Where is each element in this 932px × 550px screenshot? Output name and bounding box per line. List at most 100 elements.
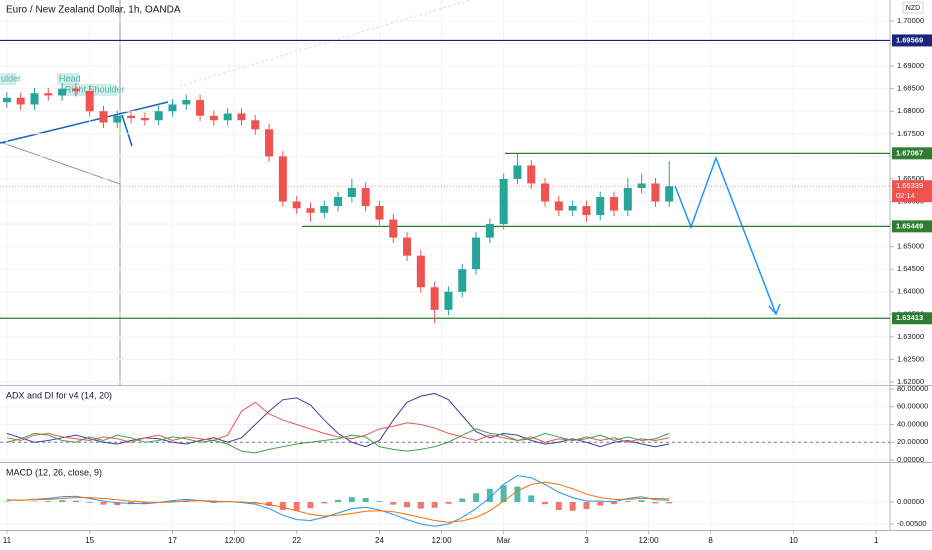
level-label-box [892, 312, 932, 325]
candle-body [596, 196, 605, 216]
histogram-bar [348, 497, 355, 503]
candle-body [430, 287, 439, 310]
x-tick-label: Mar [497, 536, 511, 545]
y-tick-label: 1.65000 [897, 242, 924, 251]
level-label-box [892, 34, 932, 47]
candle-body [541, 183, 550, 202]
x-tick-label: 15 [85, 536, 94, 545]
candle-body [85, 90, 94, 112]
indicator-line [6, 475, 670, 527]
histogram-bar [59, 500, 66, 503]
y-tick-label: 80.00000 [897, 384, 928, 393]
x-tick-label: 12:00 [432, 536, 453, 545]
candle-body [154, 111, 163, 121]
projection-arrow [768, 303, 781, 316]
candle-body [196, 99, 205, 116]
y-tick-label: 1.64000 [897, 287, 924, 296]
y-tick-label: 1.64500 [897, 264, 924, 273]
x-tick-label: 22 [292, 536, 301, 545]
histogram-bar [45, 501, 52, 503]
candle-body [568, 206, 577, 211]
candle-body [389, 219, 398, 238]
histogram-bar [542, 502, 549, 505]
y-tick-label: 1.62500 [897, 354, 924, 363]
label-box [57, 73, 79, 85]
candle-body [127, 115, 136, 119]
histogram-bar [335, 499, 342, 503]
trend-line [0, 141, 121, 185]
x-tick-label: 17 [168, 536, 177, 545]
candle-body [610, 196, 619, 211]
pattern-label: Right Shoulder [65, 84, 125, 94]
candle-body [16, 97, 25, 105]
histogram-bar [666, 502, 673, 504]
y-tick-label: 40.00000 [897, 419, 928, 428]
candle-body [2, 97, 11, 103]
level-label: 1.67067 [896, 148, 923, 157]
histogram-bar [597, 502, 604, 506]
candle-body [527, 165, 536, 184]
candle-body [44, 93, 53, 96]
x-tick-label: 10 [789, 536, 798, 545]
indicator-title: ADX and DI for v4 (14, 20) [6, 390, 112, 400]
candle-body [278, 156, 287, 202]
pattern-label: ulder [1, 73, 21, 83]
y-tick-label: 60.00000 [897, 402, 928, 411]
histogram-bar [86, 502, 93, 503]
histogram-bar [638, 500, 645, 503]
x-tick-label: 8 [708, 536, 713, 545]
currency: NZD [906, 5, 920, 12]
candle-body [361, 187, 370, 207]
candle-body [403, 237, 412, 256]
y-tick-label: 1.69000 [897, 61, 924, 70]
candle-body [444, 291, 453, 310]
candle-body [292, 201, 301, 209]
candle-body [113, 115, 122, 123]
neckline-break [121, 114, 133, 147]
indicator-line [6, 401, 670, 443]
countdown: 02:14 [896, 191, 915, 200]
candle-body [140, 118, 149, 121]
histogram-bar [141, 502, 148, 504]
x-tick-label: 12:00 [225, 536, 246, 545]
last-price-box [892, 180, 932, 203]
level-label: 1.63413 [896, 313, 923, 322]
y-tick-label: -0.00500 [897, 519, 927, 528]
histogram-bar [473, 493, 480, 503]
candle-body [237, 113, 246, 121]
x-tick-label: 3 [584, 536, 589, 545]
candle-body [513, 165, 522, 179]
candle-body [223, 113, 232, 121]
candle-body [651, 183, 660, 202]
y-tick-label: 1.68000 [897, 106, 924, 115]
projection-path [674, 155, 777, 315]
candle-body [458, 269, 467, 292]
candle-body [485, 224, 494, 238]
y-tick-label: 0.00000 [897, 455, 924, 464]
candle-body [582, 206, 591, 216]
candle-body [665, 186, 674, 202]
candle-body [375, 206, 384, 220]
y-tick-label: 1.67500 [897, 129, 924, 138]
y-tick-label: 0.00000 [897, 497, 924, 506]
x-tick-label: 11 [3, 536, 12, 545]
histogram-bar [266, 502, 273, 506]
histogram-bar [417, 502, 424, 509]
candle-body [99, 111, 108, 123]
trend-extension [179, 0, 471, 87]
candle-body [623, 187, 632, 211]
candle-body [499, 178, 508, 225]
y-tick-label: 1.68500 [897, 84, 924, 93]
candle-body [30, 93, 39, 105]
candle-body [265, 129, 274, 157]
pattern-label: Head [59, 73, 81, 83]
level-label-box [892, 220, 932, 233]
label-box [0, 73, 16, 85]
histogram-bar [279, 502, 286, 510]
candle-body [554, 201, 563, 211]
indicator-line [6, 428, 670, 454]
level-label: 1.69569 [896, 35, 923, 44]
candle-body [251, 120, 260, 130]
histogram-bar [390, 502, 397, 505]
histogram-bar [362, 498, 369, 503]
